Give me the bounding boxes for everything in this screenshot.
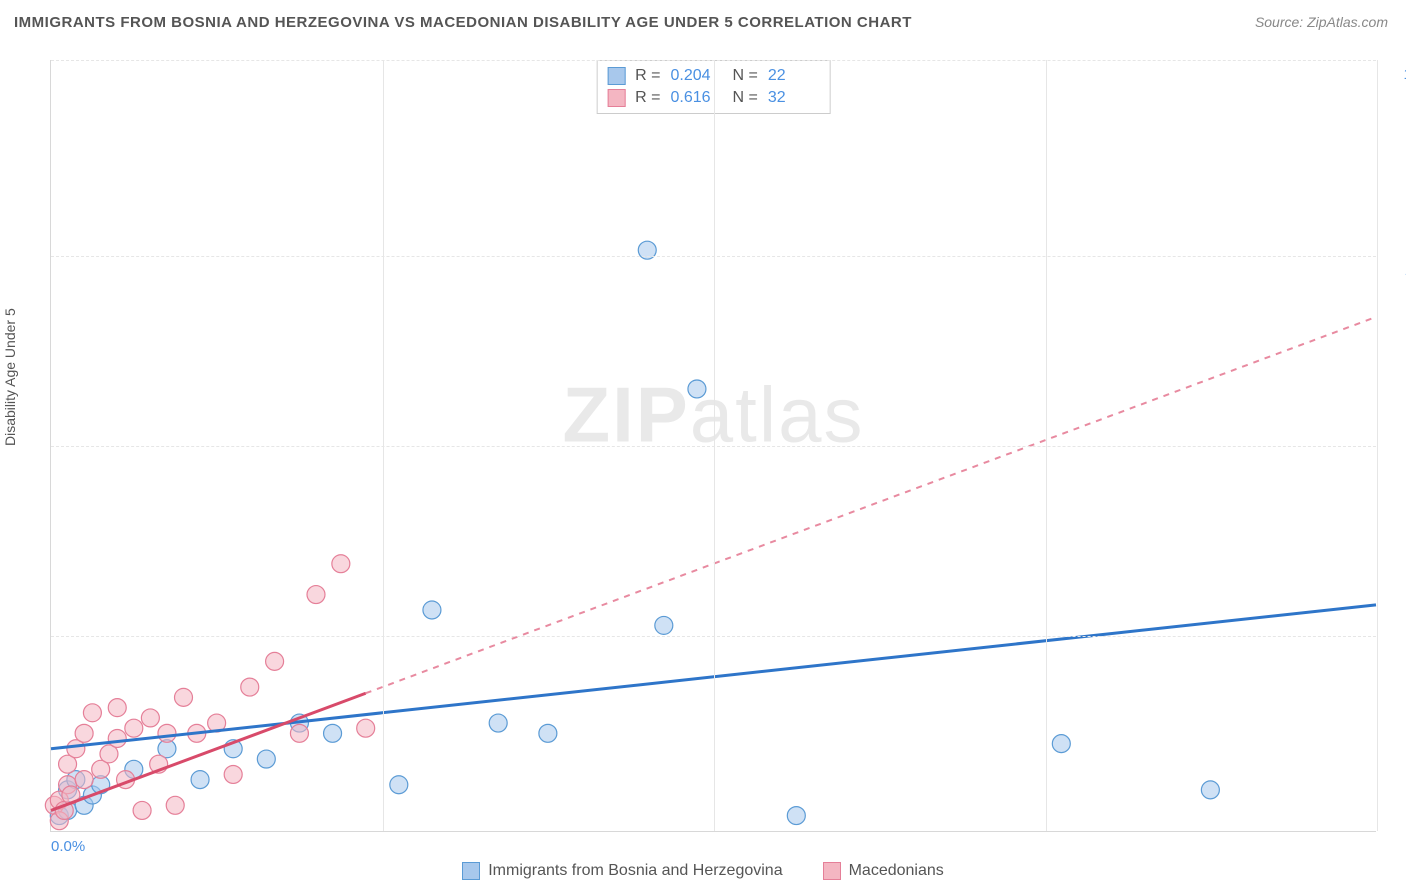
scatter-point	[83, 704, 101, 722]
stat-n-value: 32	[768, 89, 820, 107]
scatter-point	[688, 380, 706, 398]
scatter-point	[307, 586, 325, 604]
scatter-point	[1052, 735, 1070, 753]
source-label: Source: ZipAtlas.com	[1255, 14, 1388, 30]
scatter-point	[108, 729, 126, 747]
scatter-point	[158, 724, 176, 742]
legend-swatch	[823, 862, 841, 880]
grid-line-v	[1377, 60, 1378, 831]
stat-n-label: N =	[733, 89, 758, 107]
scatter-point	[75, 724, 93, 742]
scatter-point	[390, 776, 408, 794]
scatter-point	[108, 699, 126, 717]
stat-n-value: 22	[768, 67, 820, 85]
scatter-point	[290, 724, 308, 742]
plot-area: ZIPatlas R =0.204N =22R = 0.616N =32 0.0…	[50, 60, 1376, 832]
scatter-point	[1201, 781, 1219, 799]
chart-title: IMMIGRANTS FROM BOSNIA AND HERZEGOVINA V…	[14, 14, 912, 31]
scatter-point	[357, 719, 375, 737]
scatter-point	[423, 601, 441, 619]
x-max-label: 8.0%	[1386, 838, 1406, 855]
chart-container: IMMIGRANTS FROM BOSNIA AND HERZEGOVINA V…	[0, 0, 1406, 892]
scatter-point	[539, 724, 557, 742]
legend-item: Immigrants from Bosnia and Herzegovina	[462, 862, 782, 880]
legend-swatch	[607, 89, 625, 107]
y-tick-label: 7.5%	[1386, 452, 1406, 469]
grid-line-v	[1046, 60, 1047, 831]
legend-swatch	[462, 862, 480, 880]
scatter-point	[257, 750, 275, 768]
stat-r-label: R =	[635, 89, 660, 107]
scatter-point	[655, 616, 673, 634]
legend-label: Immigrants from Bosnia and Herzegovina	[488, 862, 782, 880]
scatter-point	[133, 801, 151, 819]
stat-n-label: N =	[733, 67, 758, 85]
scatter-point	[324, 724, 342, 742]
grid-line-v	[383, 60, 384, 831]
series-legend: Immigrants from Bosnia and Herzegovina Ma…	[0, 862, 1406, 880]
y-tick-label: 3.8%	[1386, 642, 1406, 659]
x-origin-label: 0.0%	[51, 838, 85, 855]
y-tick-label: 15.0%	[1386, 66, 1406, 83]
scatter-point	[175, 688, 193, 706]
scatter-point	[332, 555, 350, 573]
scatter-point	[224, 765, 242, 783]
legend-swatch	[607, 67, 625, 85]
scatter-point	[141, 709, 159, 727]
scatter-point	[191, 771, 209, 789]
scatter-point	[241, 678, 259, 696]
legend-label: Macedonians	[849, 862, 944, 880]
y-tick-label: 11.2%	[1386, 262, 1406, 279]
y-axis-title: Disability Age Under 5	[2, 308, 18, 446]
legend-item: Macedonians	[823, 862, 944, 880]
scatter-point	[166, 796, 184, 814]
grid-line-v	[714, 60, 715, 831]
plot-inner: ZIPatlas R =0.204N =22R = 0.616N =32 0.0…	[50, 60, 1376, 832]
scatter-point	[489, 714, 507, 732]
stat-r-label: R =	[635, 67, 660, 85]
scatter-point	[787, 807, 805, 825]
scatter-point	[266, 652, 284, 670]
scatter-point	[75, 771, 93, 789]
scatter-point	[125, 719, 143, 737]
